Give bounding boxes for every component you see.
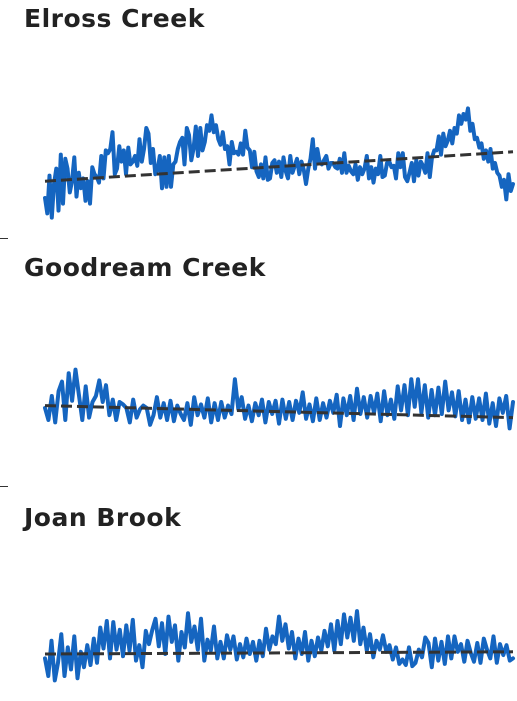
panel-separator [0,486,8,487]
series-line [43,106,515,220]
panel-separator [0,238,8,239]
series-line [43,609,515,683]
panel-0 [43,106,515,220]
panel-title-joan-brook: Joan Brook [24,503,182,532]
trend-line [44,150,514,183]
panel-title-elross-creek: Elross Creek [24,4,205,33]
panel-2 [43,609,515,683]
trend-line [44,404,514,420]
panel-1 [43,367,515,431]
series-line [43,367,515,431]
trend-line [44,650,514,656]
panel-title-goodream-creek: Goodream Creek [24,253,266,282]
